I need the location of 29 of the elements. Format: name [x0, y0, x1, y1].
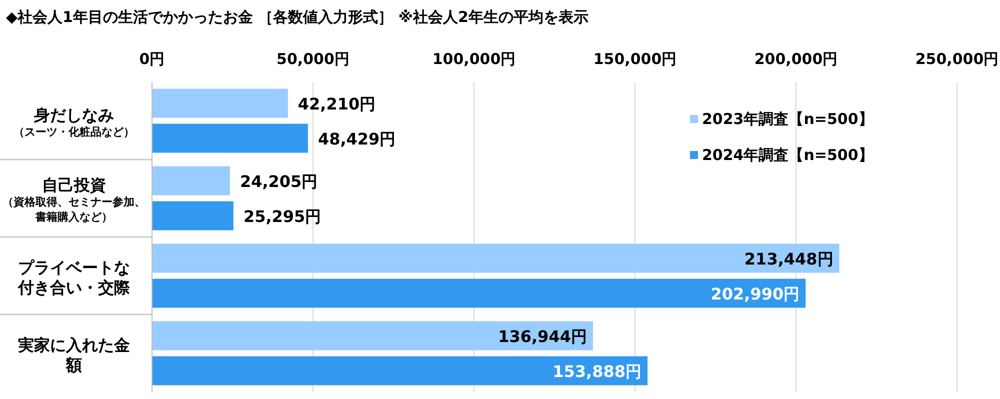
x-tick-label: 250,000円 — [915, 50, 999, 68]
bar — [152, 356, 648, 386]
data-label: 202,990円 — [710, 284, 800, 304]
bar — [152, 278, 806, 308]
chart-title: ◆社会人1年目の生活でかかったお金 ［各数値入力形式］ ※社会人2年生の平均を表示 — [6, 8, 588, 26]
data-label: 42,210円 — [298, 94, 376, 114]
data-label: 153,888円 — [552, 362, 642, 381]
bar — [152, 244, 840, 273]
bar — [152, 201, 234, 230]
legend-label: 2024年調査【n=500】 — [702, 146, 874, 164]
bar — [152, 166, 230, 196]
bar — [152, 321, 593, 350]
y-tick-label: プライベートな付き合い・交際 — [17, 258, 131, 297]
bar — [152, 88, 288, 118]
x-tick-label: 50,000円 — [276, 50, 350, 68]
data-label: 48,429円 — [318, 129, 396, 148]
data-label: 24,205円 — [240, 172, 318, 191]
y-tick-label: 自己投資（資格取得、セミナー参加、書籍購入など） — [2, 175, 146, 224]
y-tick-label: 実家に入れた金額 — [17, 335, 130, 374]
bar — [152, 124, 308, 153]
data-label: 213,448円 — [744, 249, 834, 268]
x-tick-label: 200,000円 — [754, 50, 838, 68]
legend-label: 2023年調査【n=500】 — [702, 110, 874, 128]
x-tick-label: 100,000円 — [432, 50, 516, 68]
data-label: 25,295円 — [243, 206, 322, 226]
x-tick-label: 0円 — [139, 50, 165, 68]
x-tick-label: 150,000円 — [593, 50, 677, 68]
y-tick-label: 身だしなみ（スーツ・化粧品など） — [14, 105, 134, 138]
data-label: 136,944円 — [498, 326, 587, 346]
